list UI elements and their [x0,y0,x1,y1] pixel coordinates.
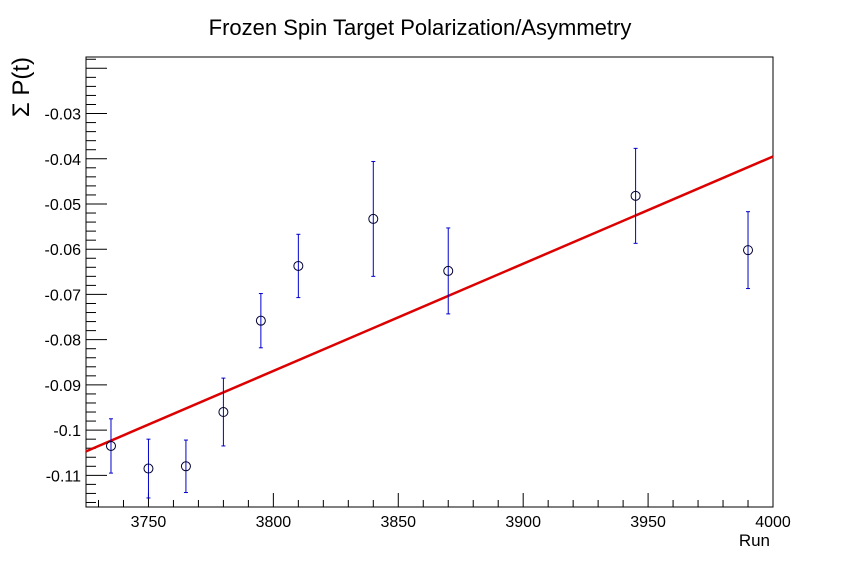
plot-frame [85,56,774,508]
x-tick-label: 3900 [505,514,541,531]
y-axis-ticks: -0.03 -0.04 -0.05 -0.06 -0.07 -0.08 -0.09 -0.1 -… [45,58,107,503]
data-points-layer [105,147,754,499]
data-point [293,233,304,299]
x-tick-label: 3950 [630,514,666,531]
point-marker [105,440,116,451]
y-tick-label: -0.1 [53,423,81,440]
fit-line [85,155,774,453]
y-tick-label: -0.04 [45,152,82,169]
fit-line-layer [85,155,774,453]
point-marker [180,461,191,472]
point-marker [630,190,641,201]
point-marker [218,407,229,418]
data-point [105,418,116,474]
x-tick-label: 4000 [755,514,791,531]
data-point [143,438,154,499]
y-tick-label: -0.07 [45,287,82,304]
point-marker [743,245,754,256]
data-point [443,227,454,315]
x-tick-label: 3750 [131,514,167,531]
y-tick-label: -0.09 [45,378,82,395]
data-point [255,293,266,349]
data-point [743,211,754,290]
y-tick-label: -0.05 [45,197,82,214]
y-tick-label: -0.08 [45,333,82,350]
point-marker [368,213,379,224]
data-point [218,377,229,447]
point-marker [293,260,304,271]
data-point [180,439,191,494]
point-marker [143,463,154,474]
x-axis-label: Run [739,531,770,550]
chart-title: Frozen Spin Target Polarization/Asymmetr… [209,15,632,40]
point-marker [443,265,454,276]
x-tick-label: 3850 [380,514,416,531]
data-point [368,160,379,277]
y-tick-label: -0.06 [45,242,82,259]
y-tick-label: -0.03 [45,107,82,124]
x-axis-ticks: 3750 3800 3850 3900 3950 4000 [97,493,791,531]
y-axis-label: Σ P(t) [8,57,35,117]
data-point [630,147,641,244]
y-tick-label: -0.11 [46,468,81,485]
point-marker [255,315,266,326]
x-tick-label: 3800 [256,514,292,531]
